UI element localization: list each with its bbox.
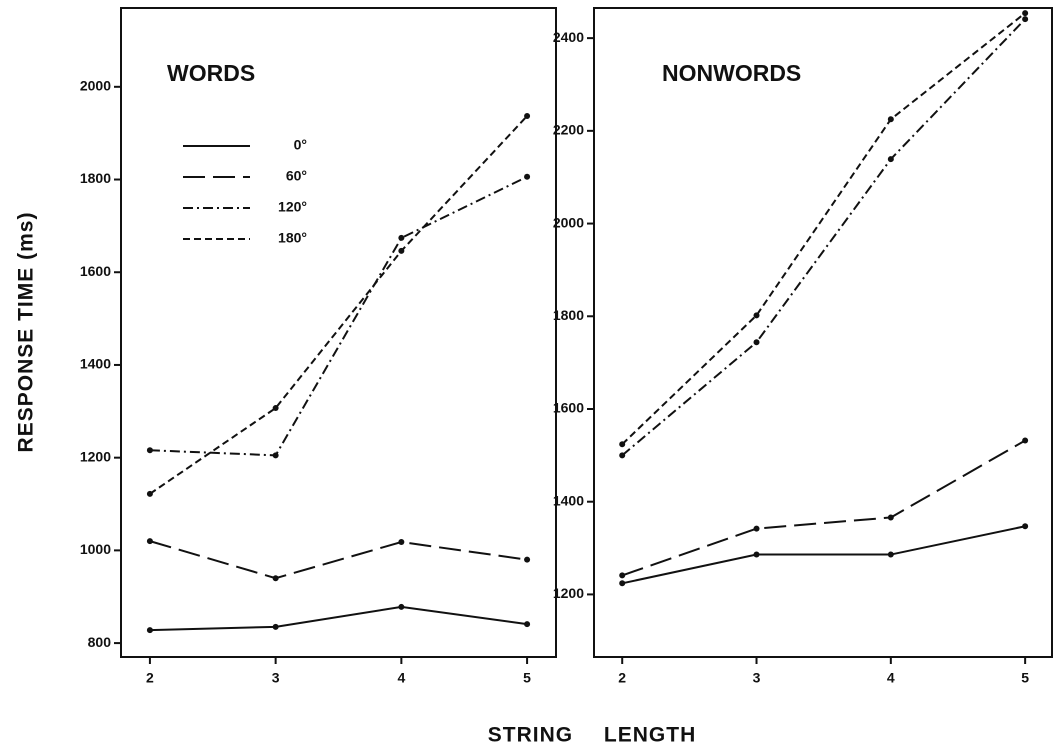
legend-label: 0° — [294, 137, 307, 153]
y-axis-label: RESPONSE TIME (ms) — [15, 212, 38, 453]
data-point — [619, 572, 626, 579]
data-point — [753, 551, 760, 558]
y-tick-label: 2000 — [553, 214, 584, 230]
x-tick-label: 2 — [618, 670, 626, 686]
data-point — [619, 441, 626, 448]
y-tick-label: 1600 — [80, 263, 111, 279]
data-point — [1022, 523, 1029, 530]
y-tick-label: 2000 — [80, 78, 111, 94]
x-axis-label: STRING LENGTH — [488, 724, 697, 747]
data-point — [619, 452, 626, 459]
data-point — [272, 405, 279, 412]
legend-label: 180° — [278, 230, 307, 246]
y-tick-label: 1800 — [553, 307, 584, 323]
data-point — [146, 447, 153, 454]
y-tick-label: 1200 — [80, 448, 111, 464]
x-tick-label: 5 — [1021, 670, 1029, 686]
data-point — [1022, 437, 1029, 444]
y-tick-label: 1000 — [80, 541, 111, 557]
y-tick-label: 1200 — [553, 585, 584, 601]
x-tick-label: 5 — [523, 670, 531, 686]
y-tick-label: 1400 — [553, 492, 584, 508]
panel-title: NONWORDS — [662, 60, 801, 86]
data-point — [887, 116, 894, 123]
data-point — [887, 551, 894, 558]
data-point — [1022, 16, 1029, 23]
data-point — [272, 623, 279, 630]
series-line — [621, 439, 1026, 577]
y-tick-label: 2200 — [553, 122, 584, 138]
series-line — [149, 115, 528, 495]
data-point — [146, 490, 153, 497]
x-tick-label: 3 — [753, 670, 761, 686]
data-point — [272, 452, 279, 459]
data-point — [1022, 10, 1029, 17]
data-point — [887, 156, 894, 163]
y-tick-label: 1400 — [80, 356, 111, 372]
data-point — [524, 113, 531, 120]
x-tick-label: 4 — [397, 670, 405, 686]
data-point — [887, 514, 894, 521]
x-tick-label: 2 — [146, 670, 154, 686]
data-point — [753, 312, 760, 319]
legend-label: 60° — [286, 168, 307, 184]
data-point — [524, 556, 531, 563]
y-tick-label: 1600 — [553, 400, 584, 416]
y-tick-label: 1800 — [80, 170, 111, 186]
data-point — [272, 575, 279, 582]
data-point — [398, 247, 405, 254]
series-line — [621, 525, 1026, 585]
data-point — [398, 234, 405, 241]
data-point — [524, 621, 531, 628]
data-point — [146, 538, 153, 545]
data-point — [398, 539, 405, 546]
legend-label: 120° — [278, 199, 307, 215]
data-point — [146, 627, 153, 634]
data-point — [398, 603, 405, 610]
plot-frame — [120, 7, 557, 658]
x-tick-label: 4 — [887, 670, 895, 686]
panel-title: WORDS — [167, 60, 255, 86]
series-line — [149, 175, 528, 457]
data-point — [524, 173, 531, 180]
series-line — [149, 605, 528, 632]
x-tick-label: 3 — [272, 670, 280, 686]
plot-frame — [593, 7, 1053, 658]
data-point — [753, 339, 760, 346]
series-line — [621, 12, 1026, 445]
y-tick-label: 800 — [88, 634, 112, 650]
data-point — [753, 525, 760, 532]
series-line — [149, 540, 528, 580]
series-line — [621, 18, 1026, 457]
y-tick-label: 2400 — [553, 29, 584, 45]
data-point — [619, 580, 626, 587]
